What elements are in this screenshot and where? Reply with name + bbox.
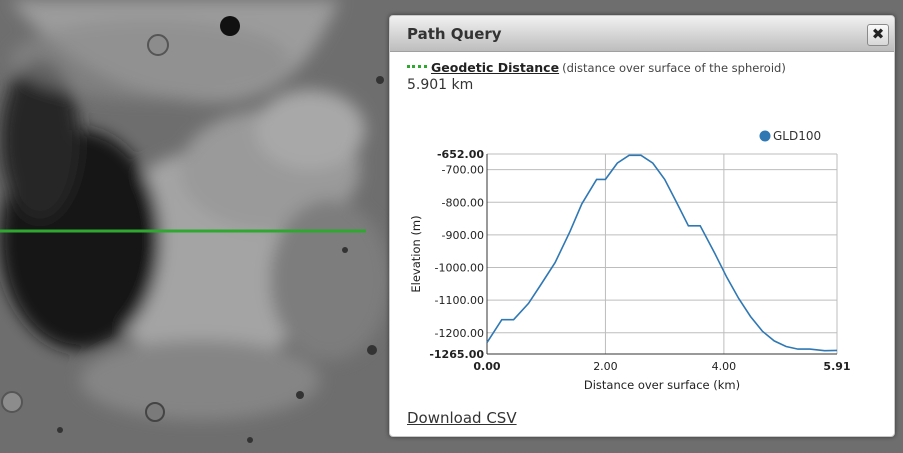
geodetic-distance-link[interactable]: Geodetic Distance <box>431 60 560 75</box>
y-tick-label: -652.00 <box>437 148 484 161</box>
legend-label[interactable]: GLD100 <box>773 129 821 143</box>
x-tick-label: 4.00 <box>712 360 737 373</box>
x-tick-label: 2.00 <box>593 360 618 373</box>
legend-marker[interactable] <box>759 130 771 142</box>
elevation-profile-chart: -652.00 -700.00 -800.00 -900.00 -1000.00 -110… <box>409 129 851 392</box>
y-tick-label: -1100.00 <box>435 294 484 307</box>
path-query-panel: Path Query ✖ Geodetic Distance (distance … <box>389 15 895 437</box>
series-line-gld100 <box>486 154 838 352</box>
dotted-line-icon <box>407 65 427 68</box>
x-tick-label: 5.91 <box>823 360 850 373</box>
y-tick-label: -800.00 <box>442 196 484 209</box>
panel-header[interactable]: Path Query ✖ <box>390 16 894 52</box>
panel-title: Path Query <box>407 25 502 43</box>
y-tick-label: -1265.00 <box>429 348 484 361</box>
y-tick-label: -1000.00 <box>435 262 484 275</box>
y-axis-label: Elevation (m) <box>409 215 423 292</box>
measure-row: Geodetic Distance (distance over surface … <box>407 60 786 75</box>
x-axis-label: Distance over surface (km) <box>584 378 740 392</box>
x-tick-label: 0.00 <box>473 360 500 373</box>
measure-description: (distance over surface of the spheroid) <box>562 61 786 75</box>
y-tick-label: -900.00 <box>442 229 484 242</box>
download-csv-link[interactable]: Download CSV <box>407 409 517 427</box>
close-icon[interactable]: ✖ <box>867 24 889 46</box>
distance-value: 5.901 km <box>407 77 474 93</box>
y-tick-label: -700.00 <box>442 164 484 177</box>
y-tick-label: -1200.00 <box>435 327 484 340</box>
